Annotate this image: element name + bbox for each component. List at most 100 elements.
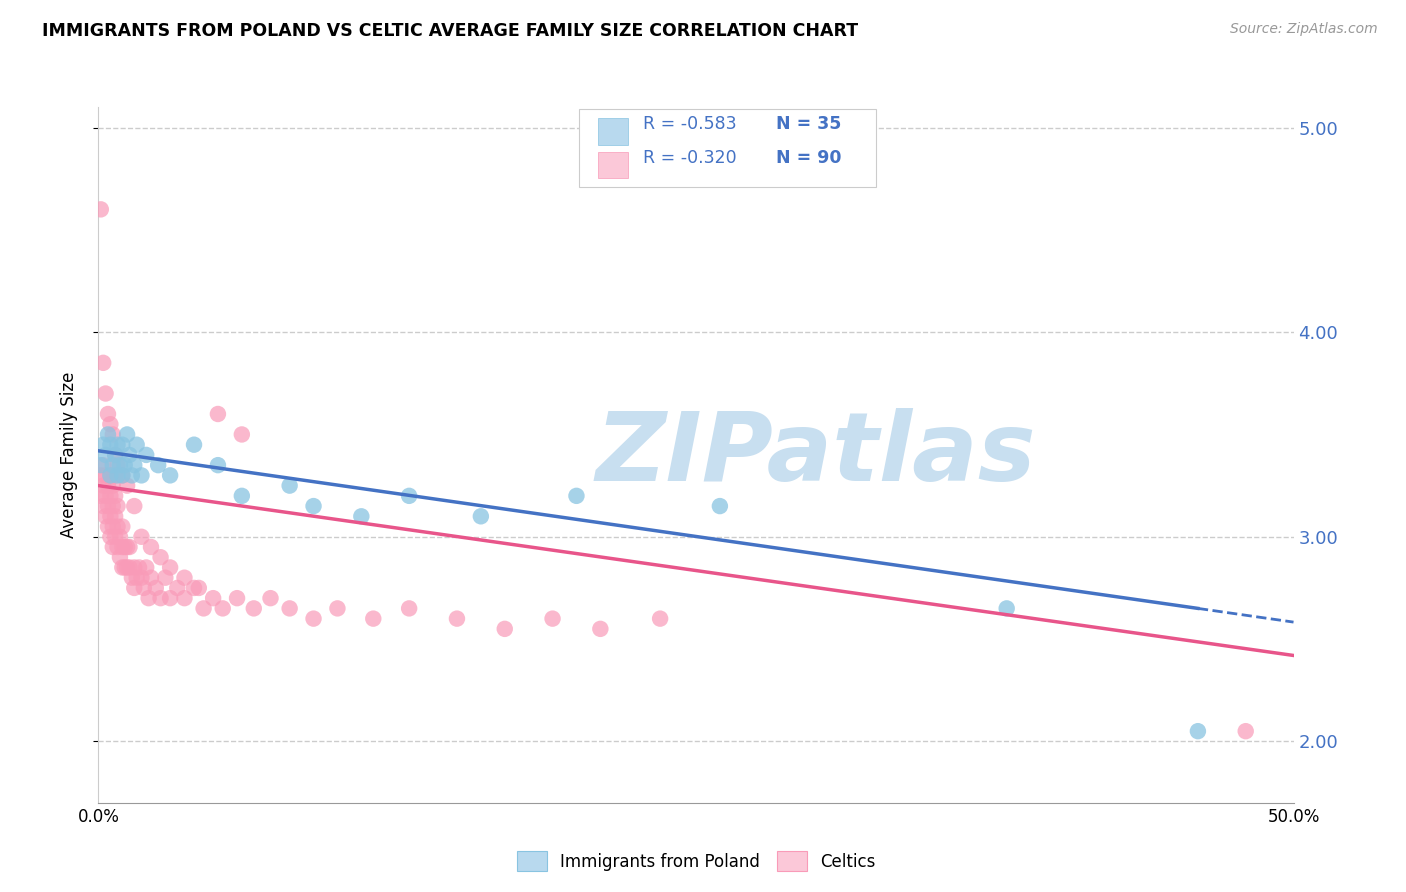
Point: [207, 458, 229, 472]
Point: [145, 581, 167, 595]
Point: [995, 601, 1018, 615]
Point: [187, 581, 209, 595]
Point: [1234, 724, 1257, 739]
Point: [111, 519, 134, 533]
Point: [131, 530, 153, 544]
Point: [565, 489, 588, 503]
Point: [114, 540, 136, 554]
Point: [91, 356, 114, 370]
Point: [107, 499, 129, 513]
Point: [94, 386, 117, 401]
Point: [108, 550, 131, 565]
Point: [101, 478, 124, 492]
Point: [202, 591, 225, 606]
Point: [91, 458, 114, 472]
Point: [124, 581, 146, 595]
Point: [98, 468, 122, 483]
Point: [159, 591, 181, 606]
Point: [91, 478, 114, 492]
Point: [231, 489, 253, 503]
Y-axis label: Average Family Size: Average Family Size: [59, 372, 77, 538]
Point: [709, 499, 731, 513]
Point: [125, 571, 148, 585]
Point: [118, 540, 141, 554]
Point: [135, 448, 157, 462]
Point: [111, 560, 134, 574]
Point: [98, 489, 122, 503]
Point: [98, 438, 122, 452]
Point: [139, 571, 162, 585]
Point: [107, 458, 129, 472]
Point: [97, 519, 120, 533]
Text: R = -0.320: R = -0.320: [643, 149, 737, 167]
Point: [94, 509, 117, 524]
Point: [104, 448, 127, 462]
Point: [138, 591, 160, 606]
Text: R = -0.583: R = -0.583: [643, 115, 737, 133]
Point: [183, 438, 205, 452]
Point: [114, 560, 136, 574]
Point: [125, 438, 148, 452]
Point: [104, 448, 127, 462]
Point: [115, 427, 138, 442]
Text: ZIPatlas: ZIPatlas: [595, 409, 1036, 501]
Point: [91, 438, 114, 452]
Point: [107, 519, 129, 533]
Point: [115, 560, 138, 574]
Point: [398, 489, 420, 503]
Point: [111, 438, 134, 452]
Legend: Immigrants from Poland, Celtics: Immigrants from Poland, Celtics: [510, 845, 882, 878]
Point: [278, 478, 301, 492]
Point: [114, 458, 136, 472]
Point: [97, 499, 120, 513]
Point: [107, 468, 129, 483]
Point: [91, 499, 114, 513]
Point: [183, 581, 205, 595]
Point: [107, 438, 129, 452]
Point: [173, 571, 195, 585]
Point: [104, 468, 127, 483]
Text: N = 90: N = 90: [776, 149, 842, 167]
Point: [128, 560, 150, 574]
Point: [446, 612, 468, 626]
Point: [94, 448, 117, 462]
Point: [98, 417, 122, 432]
Point: [326, 601, 349, 615]
Point: [159, 560, 181, 574]
Point: [148, 458, 170, 472]
Point: [149, 550, 172, 565]
Point: [104, 489, 127, 503]
Point: [90, 458, 112, 472]
Point: [90, 489, 112, 503]
Point: [111, 468, 134, 483]
Point: [118, 448, 141, 462]
Point: [1187, 724, 1209, 739]
Point: [211, 601, 233, 615]
Point: [124, 458, 146, 472]
Point: [398, 601, 420, 615]
Point: [124, 560, 146, 574]
Point: [541, 612, 564, 626]
Point: [470, 509, 492, 524]
Point: [108, 530, 131, 544]
Point: [226, 591, 249, 606]
Point: [350, 509, 373, 524]
Point: [494, 622, 516, 636]
Point: [302, 499, 325, 513]
Point: [107, 540, 129, 554]
Text: N = 35: N = 35: [776, 115, 841, 133]
Point: [104, 530, 127, 544]
Point: [90, 468, 112, 483]
Point: [302, 612, 325, 626]
Point: [108, 458, 131, 472]
Point: [111, 468, 134, 483]
Point: [97, 407, 120, 421]
Point: [149, 591, 172, 606]
Point: [101, 499, 124, 513]
Point: [104, 509, 127, 524]
Point: [111, 540, 134, 554]
Point: [243, 601, 266, 615]
Point: [589, 622, 612, 636]
Point: [131, 468, 153, 483]
Point: [115, 540, 138, 554]
